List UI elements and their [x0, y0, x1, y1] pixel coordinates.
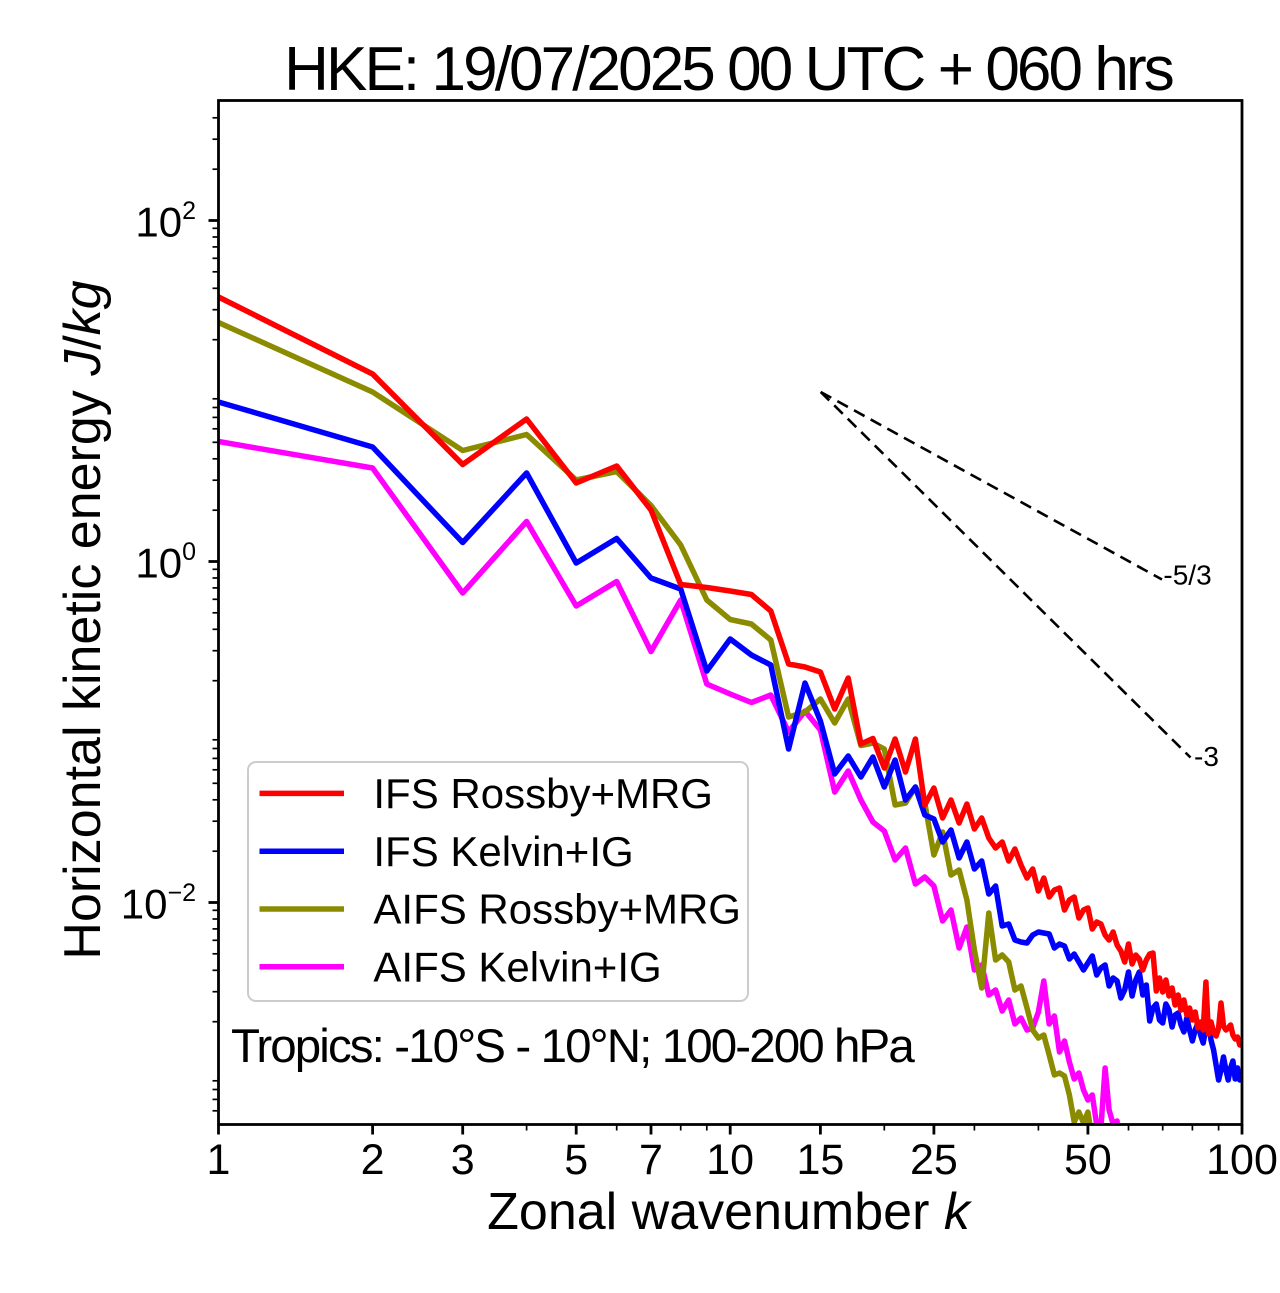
svg-text:Horizontal kinetic energy J/kg: Horizontal kinetic energy J/kg [54, 280, 112, 959]
svg-text:10: 10 [121, 881, 168, 928]
svg-text:-3: -3 [1194, 741, 1219, 772]
svg-text:3: 3 [451, 1136, 475, 1184]
svg-text:0: 0 [182, 538, 196, 566]
svg-text:25: 25 [910, 1136, 958, 1184]
svg-text:AIFS Kelvin+IG: AIFS Kelvin+IG [373, 943, 661, 990]
svg-text:10: 10 [135, 540, 182, 587]
svg-text:2: 2 [182, 197, 196, 225]
svg-text:−2: −2 [168, 879, 197, 907]
svg-text:AIFS Rossby+MRG: AIFS Rossby+MRG [373, 886, 741, 933]
svg-text:50: 50 [1064, 1136, 1112, 1184]
svg-text:15: 15 [796, 1136, 844, 1184]
svg-text:HKE: 19/07/2025 00 UTC + 060 h: HKE: 19/07/2025 00 UTC + 060 hrs [284, 35, 1173, 104]
svg-text:7: 7 [639, 1136, 663, 1184]
svg-text:Zonal wavenumber k: Zonal wavenumber k [487, 1183, 973, 1241]
svg-text:2: 2 [361, 1136, 385, 1184]
svg-text:IFS Kelvin+IG: IFS Kelvin+IG [373, 828, 633, 875]
svg-text:10: 10 [135, 199, 182, 246]
svg-text:10: 10 [706, 1136, 754, 1184]
svg-text:-5/3: -5/3 [1163, 560, 1211, 591]
svg-text:1: 1 [207, 1136, 231, 1184]
svg-text:IFS Rossby+MRG: IFS Rossby+MRG [373, 770, 713, 817]
svg-text:5: 5 [564, 1136, 588, 1184]
svg-text:100: 100 [1206, 1136, 1278, 1184]
svg-text:Tropics: -10°S - 10°N; 100-200: Tropics: -10°S - 10°N; 100-200 hPa [231, 1020, 915, 1073]
